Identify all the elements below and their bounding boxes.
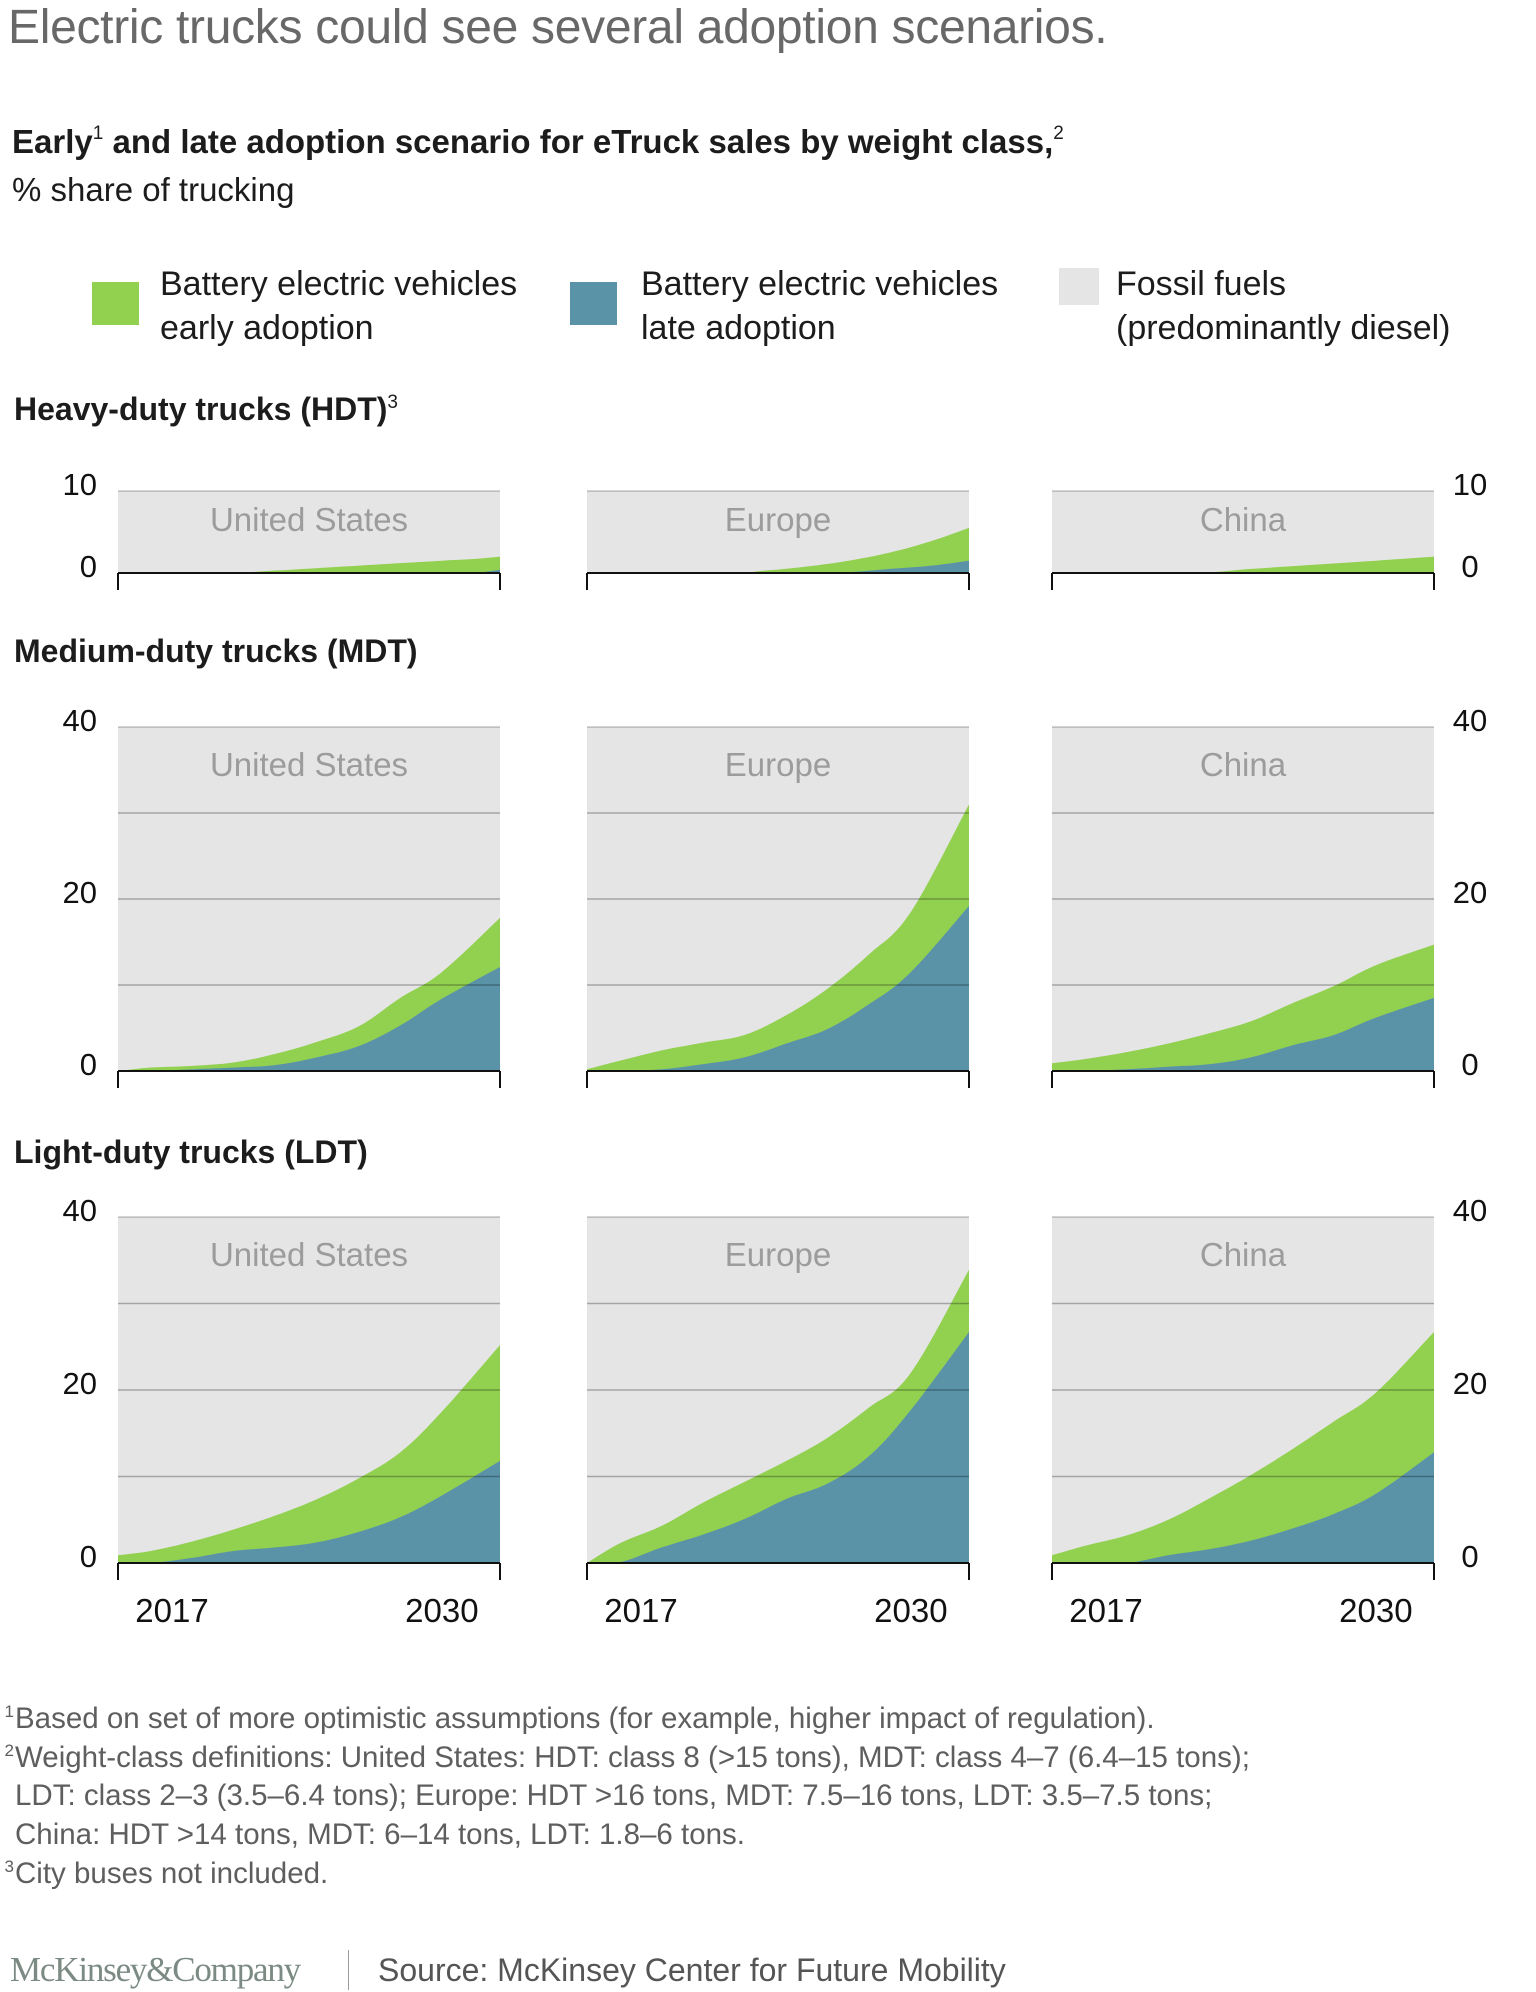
section-heading-mdt: Medium-duty trucks (MDT) (14, 632, 418, 670)
x-tick-label-ldt-china-2017: 2017 (1069, 1592, 1142, 1629)
footnote-2-cont: LDT: class 2–3 (3.5–6.4 tons); Europe: H… (0, 1777, 1250, 1816)
source-note: Source: McKinsey Center for Future Mobil… (378, 1952, 1006, 1988)
region-label-mdt-china: China (1200, 746, 1287, 783)
footnote-ref-2: 2 (1053, 123, 1064, 144)
footnote-1: 1Based on set of more optimistic assumpt… (4, 1702, 1155, 1735)
footnote-text: China: HDT >14 tons, MDT: 6–14 tons, LDT… (15, 1818, 745, 1852)
footer-divider (348, 1950, 349, 1990)
region-label-hdt-china: China (1200, 501, 1287, 538)
subtitle-early: Early (12, 123, 93, 160)
late-adoption-area-mdt-europe (587, 905, 969, 1071)
y-tick-label-ldt-united-states-40: 40 (63, 1193, 97, 1228)
late-adoption-area-ldt-china (1052, 1452, 1434, 1563)
late-adoption-swatch-icon (570, 282, 617, 325)
late-adoption-area-mdt-united-states (118, 966, 500, 1071)
late-adoption-area-hdt-europe (587, 560, 969, 573)
footnote-3: 3City buses not included. (4, 1856, 329, 1890)
legend-line: Battery electric vehicles (160, 265, 518, 303)
section-heading-ldt: Light-duty trucks (LDT) (14, 1133, 368, 1171)
fossil-fuels-swatch-icon (1059, 268, 1099, 305)
legend-line: early adoption (160, 309, 374, 347)
y-tick-label-mdt-china-0: 0 (1461, 1047, 1478, 1082)
late-adoption-area-ldt-united-states (118, 1460, 500, 1563)
section-heading-text: Medium-duty trucks (MDT) (14, 633, 418, 669)
early-adoption-area-ldt-united-states (118, 1345, 500, 1563)
early-adoption-area-hdt-united-states (118, 556, 500, 573)
region-label-ldt-united-states: United States (210, 1236, 408, 1273)
y-tick-label-hdt-united-states-0: 0 (80, 549, 97, 584)
y-tick-label-mdt-china-20: 20 (1453, 875, 1487, 910)
y-tick-label-mdt-china-40: 40 (1453, 703, 1487, 738)
footnote-ref-3: 3 (387, 392, 398, 413)
footnote-2: 2Weight-class definitions: United States… (4, 1740, 1250, 1774)
footnote-ref-1: 1 (92, 123, 104, 144)
region-label-ldt-europe: Europe (725, 1236, 831, 1273)
region-label-ldt-china: China (1200, 1236, 1287, 1273)
x-tick-label-ldt-europe-2030: 2030 (874, 1592, 947, 1629)
region-label-hdt-europe: Europe (725, 501, 831, 538)
legend-label-early: Battery electric vehicles early adoption (160, 262, 517, 350)
y-tick-label-hdt-united-states-10: 10 (63, 467, 97, 502)
footnote-2-cont: China: HDT >14 tons, MDT: 6–14 tons, LDT… (0, 1816, 1250, 1855)
fossil-area-hdt-china (1052, 491, 1434, 573)
early-adoption-area-hdt-europe (587, 527, 969, 573)
legend-label-fossil: Fossil fuels (predominantly diesel) (1116, 262, 1451, 350)
fossil-area-hdt-united-states (118, 491, 500, 573)
early-adoption-area-hdt-china (1052, 556, 1434, 573)
late-adoption-area-ldt-europe (587, 1332, 969, 1563)
y-tick-label-ldt-china-40: 40 (1453, 1193, 1487, 1228)
y-tick-label-mdt-united-states-0: 0 (80, 1047, 97, 1082)
early-adoption-swatch-icon (92, 282, 139, 325)
y-tick-label-ldt-united-states-20: 20 (63, 1366, 97, 1401)
y-tick-label-ldt-china-20: 20 (1453, 1366, 1487, 1401)
y-tick-label-ldt-china-0: 0 (1461, 1539, 1478, 1574)
legend-line: late adoption (641, 309, 836, 347)
y-tick-label-ldt-united-states-0: 0 (80, 1539, 97, 1574)
footnote-text: City buses not included. (15, 1856, 329, 1890)
mckinsey-logo: McKinsey&Company (10, 1950, 301, 1989)
footnote-text: LDT: class 2–3 (3.5–6.4 tons); Europe: H… (15, 1779, 1213, 1813)
x-tick-label-ldt-united-states-2017: 2017 (135, 1592, 208, 1629)
section-heading-text: Light-duty trucks (LDT) (14, 1134, 368, 1170)
subtitle-rest: and late adoption scenario for eTruck sa… (103, 123, 1054, 160)
unit-label: % share of trucking (12, 171, 295, 208)
x-tick-label-ldt-china-2030: 2030 (1339, 1592, 1412, 1629)
x-tick-label-ldt-united-states-2030: 2030 (405, 1592, 478, 1629)
region-label-mdt-europe: Europe (725, 746, 831, 783)
footnote-text: Based on set of more optimistic assumpti… (15, 1702, 1155, 1735)
region-label-hdt-united-states: United States (210, 501, 408, 538)
y-tick-label-hdt-china-10: 10 (1453, 467, 1487, 502)
late-adoption-area-mdt-china (1052, 997, 1434, 1071)
page-title: Electric trucks could see several adopti… (8, 1, 1108, 54)
legend-line: Battery electric vehicles (641, 265, 999, 303)
y-tick-label-mdt-united-states-20: 20 (63, 875, 97, 910)
region-label-mdt-united-states: United States (210, 746, 408, 783)
y-tick-label-hdt-china-0: 0 (1461, 549, 1478, 584)
section-heading-text: Heavy-duty trucks (HDT) (14, 391, 388, 427)
section-heading-hdt: Heavy-duty trucks (HDT)3 (14, 390, 398, 428)
footnotes: 1Based on set of more optimistic assumpt… (0, 1700, 1250, 1894)
legend-line: Fossil fuels (1116, 265, 1287, 303)
x-tick-label-ldt-europe-2017: 2017 (604, 1592, 677, 1629)
legend-line: (predominantly diesel) (1116, 309, 1451, 347)
chart-subtitle: Early1 and late adoption scenario for eT… (12, 122, 1064, 162)
y-tick-label-mdt-united-states-40: 40 (63, 703, 97, 738)
early-adoption-area-ldt-china (1052, 1332, 1434, 1563)
legend-label-late: Battery electric vehicles late adoption (641, 262, 998, 350)
footnote-text: Weight-class definitions: United States:… (15, 1740, 1250, 1774)
